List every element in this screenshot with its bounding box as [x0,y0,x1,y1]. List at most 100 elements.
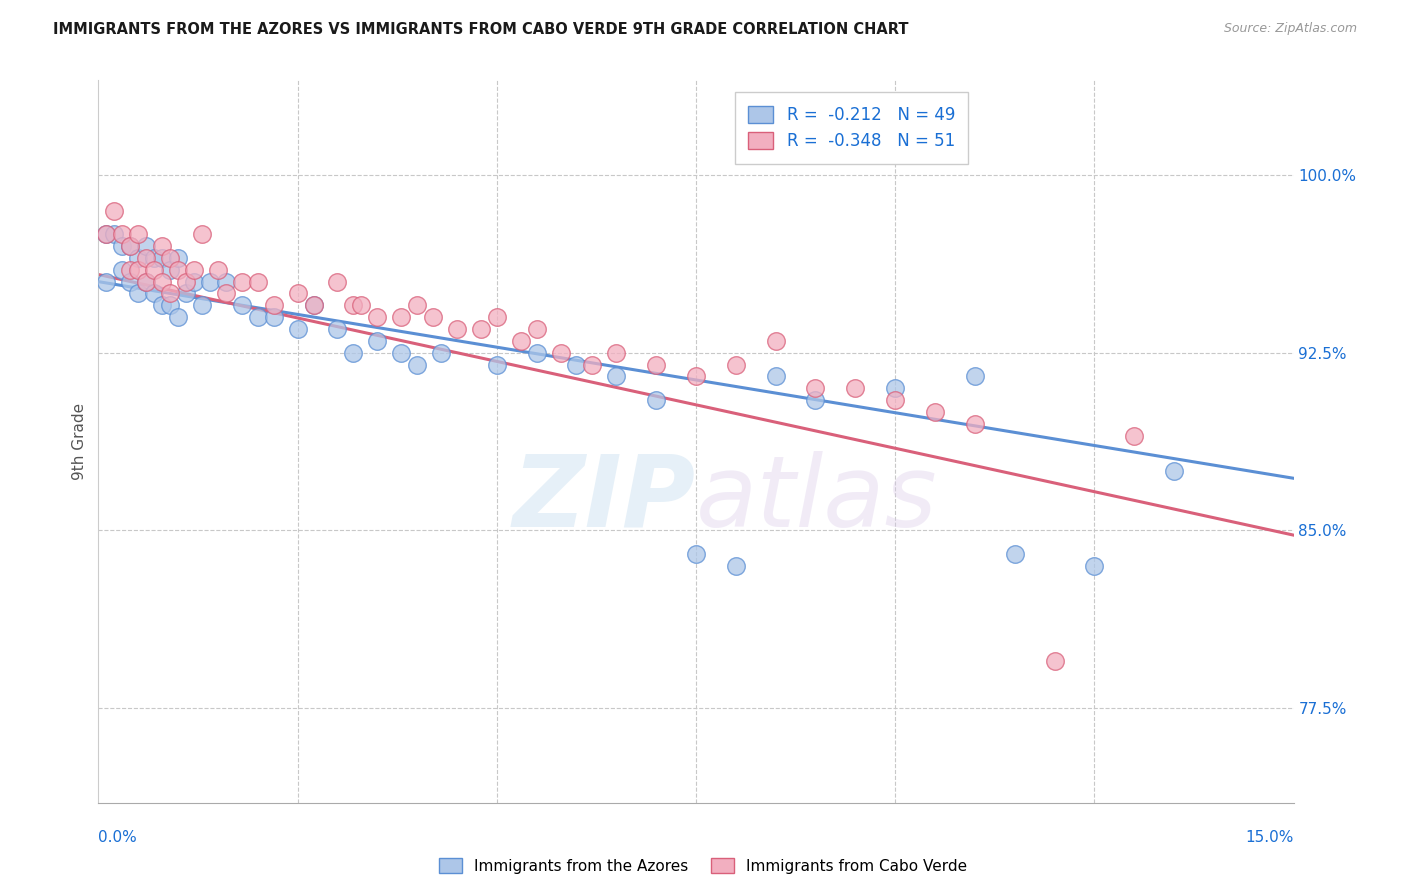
Point [1123,428,1146,442]
Point [366,310,388,325]
Point [350,298,373,312]
Point [246,275,269,289]
Legend: R =  -0.212   N = 49, R =  -0.348   N = 51: R = -0.212 N = 49, R = -0.348 N = 51 [735,92,969,163]
Point [111,239,134,253]
Point [143,286,166,301]
Point [605,369,627,384]
Point [159,298,181,312]
Point [326,322,349,336]
Point [446,322,468,336]
Point [526,322,548,336]
Point [765,334,787,348]
Point [550,345,572,359]
Point [924,405,946,419]
Text: 0.0%: 0.0% [98,830,138,845]
Point [406,358,429,372]
Point [302,298,325,312]
Point [231,298,253,312]
Point [685,547,707,561]
Point [724,558,747,573]
Text: atlas: atlas [696,450,938,548]
Point [135,275,157,289]
Point [1163,464,1185,478]
Point [143,262,166,277]
Point [167,262,190,277]
Point [1083,558,1105,573]
Point [135,275,157,289]
Point [287,322,309,336]
Legend: Immigrants from the Azores, Immigrants from Cabo Verde: Immigrants from the Azores, Immigrants f… [433,852,973,880]
Point [215,275,238,289]
Point [127,227,149,242]
Point [509,334,531,348]
Point [207,262,229,277]
Point [422,310,444,325]
Text: ZIP: ZIP [513,450,696,548]
Point [167,251,190,265]
Point [526,345,548,359]
Point [96,227,118,242]
Point [287,286,309,301]
Point [191,227,214,242]
Point [111,262,134,277]
Point [485,310,508,325]
Point [120,262,142,277]
Point [174,286,197,301]
Point [159,262,181,277]
Point [198,275,221,289]
Point [645,393,668,408]
Point [183,275,205,289]
Point [183,262,205,277]
Point [963,417,986,431]
Point [127,251,149,265]
Point [804,381,827,395]
Y-axis label: 9th Grade: 9th Grade [72,403,87,480]
Point [215,286,238,301]
Point [150,251,173,265]
Point [103,227,125,242]
Point [135,239,157,253]
Text: Source: ZipAtlas.com: Source: ZipAtlas.com [1223,22,1357,36]
Point [724,358,747,372]
Point [120,275,142,289]
Point [342,345,364,359]
Point [167,310,190,325]
Point [605,345,627,359]
Point [127,262,149,277]
Point [150,275,173,289]
Point [231,275,253,289]
Point [96,227,118,242]
Point [96,275,118,289]
Point [884,393,907,408]
Point [565,358,588,372]
Point [389,345,412,359]
Point [159,286,181,301]
Point [645,358,668,372]
Point [366,334,388,348]
Point [103,203,125,218]
Point [246,310,269,325]
Point [1004,547,1026,561]
Point [159,251,181,265]
Point [127,286,149,301]
Point [174,275,197,289]
Point [191,298,214,312]
Point [963,369,986,384]
Point [150,239,173,253]
Point [406,298,429,312]
Point [143,251,166,265]
Point [485,358,508,372]
Point [804,393,827,408]
Point [884,381,907,395]
Point [326,275,349,289]
Point [470,322,492,336]
Point [120,239,142,253]
Point [765,369,787,384]
Point [263,298,285,312]
Point [342,298,364,312]
Point [111,227,134,242]
Point [844,381,866,395]
Text: IMMIGRANTS FROM THE AZORES VS IMMIGRANTS FROM CABO VERDE 9TH GRADE CORRELATION C: IMMIGRANTS FROM THE AZORES VS IMMIGRANTS… [53,22,908,37]
Point [150,298,173,312]
Point [1043,654,1066,668]
